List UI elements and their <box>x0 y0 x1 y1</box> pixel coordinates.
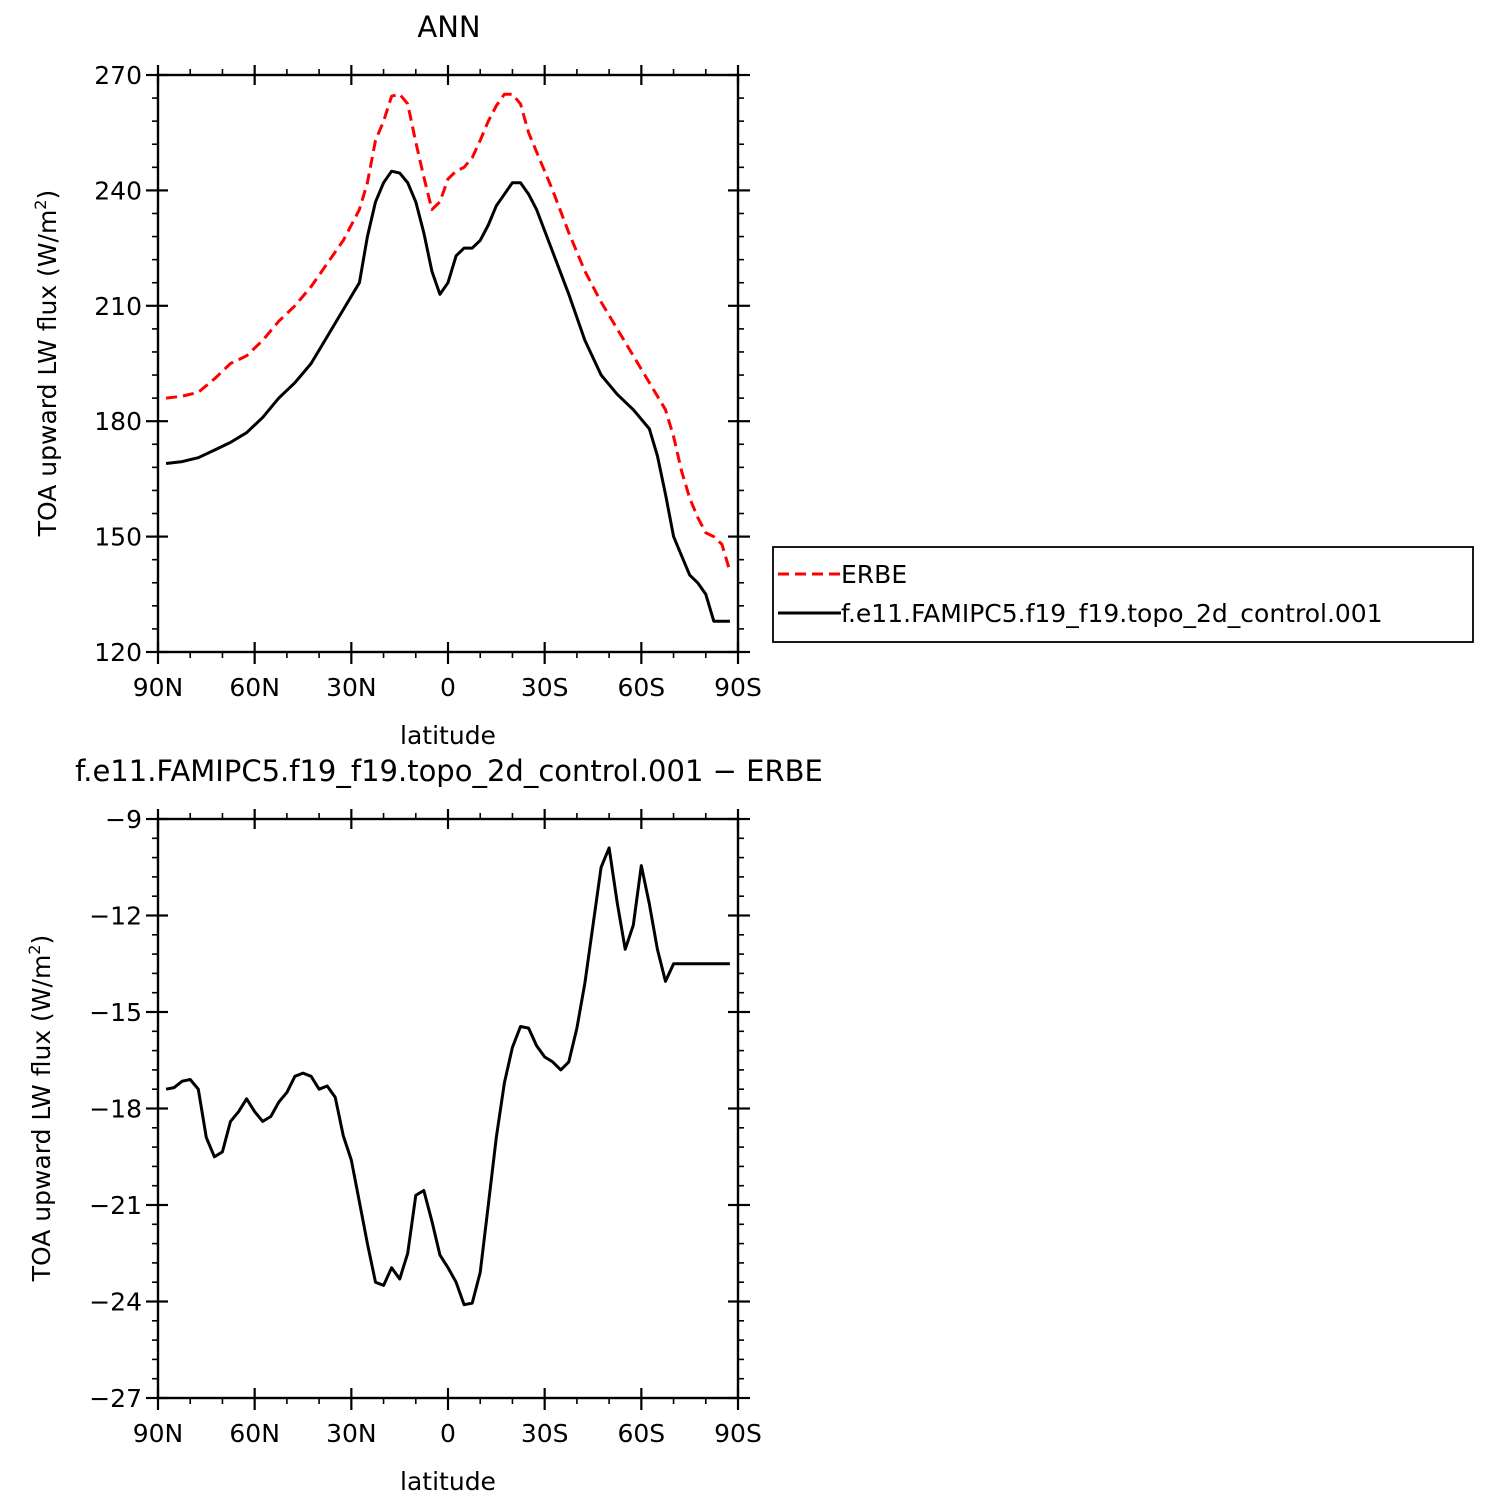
top-y-axis-label-sup: 2 <box>31 200 50 210</box>
top-y-tick-label: 240 <box>94 176 142 205</box>
top-y-axis-label-main: TOA upward LW flux (W/m <box>33 210 62 538</box>
bottom-y-tick-label: −27 <box>89 1384 142 1413</box>
top-x-tick-label: 30S <box>521 673 569 702</box>
bottom-x-tick-label: 0 <box>440 1419 456 1448</box>
bottom-y-tick-label: −24 <box>89 1288 142 1317</box>
top-x-tick-label: 90N <box>133 673 184 702</box>
top-y-axis-label-end: ) <box>33 190 62 200</box>
bottom-x-tick-label: 60N <box>229 1419 280 1448</box>
top-y-tick-label: 210 <box>94 292 142 321</box>
top-y-tick-label: 180 <box>94 407 142 436</box>
top-x-axis-label: latitude <box>400 721 496 750</box>
bottom-y-axis-label-main: TOA upward LW flux (W/m <box>27 955 56 1283</box>
top-y-axis-label: TOA upward LW flux (W/m2) <box>31 190 62 538</box>
top-x-tick-label: 60N <box>229 673 280 702</box>
bottom-y-tick-label: −15 <box>89 998 142 1027</box>
bottom-y-axis-label: TOA upward LW flux (W/m2) <box>25 935 56 1283</box>
bottom-y-axis-label-end: ) <box>27 935 56 945</box>
top-plot-frame <box>156 73 740 654</box>
top-x-tick-label: 60S <box>617 673 665 702</box>
bottom-x-tick-label: 30N <box>326 1419 377 1448</box>
legend-box <box>772 546 1474 643</box>
top-y-tick-label: 270 <box>94 61 142 90</box>
bottom-panel-title: f.e11.FAMIPC5.f19_f19.topo_2d_control.00… <box>75 754 823 788</box>
bottom-series-line-model <box>165 846 730 1307</box>
bottom-x-tick-label: 90N <box>133 1419 184 1448</box>
top-series-line-model <box>165 169 730 623</box>
bottom-x-tick-label: 60S <box>617 1419 665 1448</box>
top-series-line-erbe <box>165 92 732 572</box>
bottom-x-tick-label: 30S <box>521 1419 569 1448</box>
bottom-x-axis-label: latitude <box>400 1467 496 1496</box>
top-y-tick-label: 150 <box>94 523 142 552</box>
top-panel: ANN 90N 60N 30N 0 30S 60S 90S 120 150 180 210 240 27… <box>31 10 762 750</box>
top-panel-title: ANN <box>417 10 480 44</box>
top-x-tick-label: 0 <box>440 673 456 702</box>
top-x-tick-label: 30N <box>326 673 377 702</box>
bottom-y-axis-label-sup: 2 <box>25 945 44 955</box>
bottom-panel: f.e11.FAMIPC5.f19_f19.topo_2d_control.00… <box>25 754 823 1496</box>
legend: ERBE f.e11.FAMIPC5.f19_f19.topo_2d_contr… <box>772 546 1474 643</box>
top-x-tick-label: 90S <box>714 673 762 702</box>
bottom-y-tick-label: −21 <box>89 1191 142 1220</box>
legend-label-erbe: ERBE <box>841 560 907 589</box>
bottom-y-tick-label: −18 <box>89 1095 142 1124</box>
bottom-y-tick-label: −12 <box>89 902 142 931</box>
legend-label-model: f.e11.FAMIPC5.f19_f19.topo_2d_control.00… <box>841 599 1383 628</box>
bottom-y-tick-label: −9 <box>105 805 142 834</box>
top-y-tick-label: 120 <box>94 638 142 667</box>
bottom-x-tick-label: 90S <box>714 1419 762 1448</box>
